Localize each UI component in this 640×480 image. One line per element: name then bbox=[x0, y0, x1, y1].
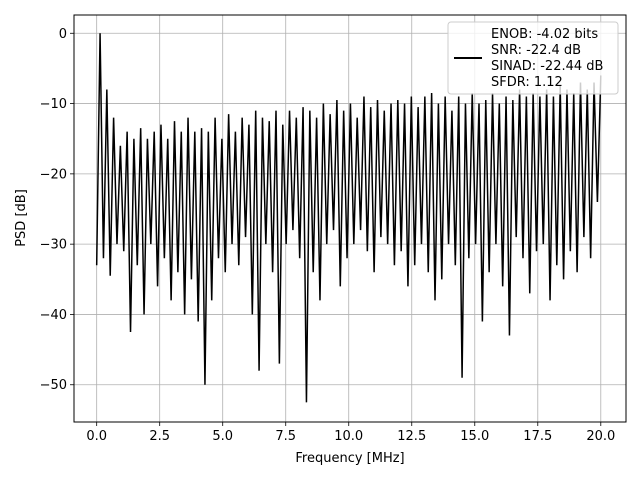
plot-area bbox=[95, 33, 602, 403]
y-tick-label: −20 bbox=[40, 167, 67, 182]
x-tick-label: 7.5 bbox=[275, 429, 296, 444]
x-tick-label: 10.0 bbox=[334, 429, 363, 444]
y-axis-label: PSD [dB] bbox=[14, 189, 29, 247]
x-tick-label: 5.0 bbox=[212, 429, 233, 444]
legend-box bbox=[447, 21, 619, 95]
x-tick-label: 15.0 bbox=[460, 429, 489, 444]
psd-series-line bbox=[95, 33, 602, 403]
y-tick-label: −30 bbox=[40, 238, 67, 253]
legend-label-line: SINAD: -22.44 dB bbox=[491, 59, 603, 74]
ticks: 0.0 2.5 5.0 7.5 10.0 12.5 15.0 17.5 20.0 0 −10 −20 −… bbox=[40, 27, 616, 444]
x-tick-label: 12.5 bbox=[397, 429, 426, 444]
legend-label-line: ENOB: -4.02 bits bbox=[491, 27, 598, 42]
x-axis-label: Frequency [MHz] bbox=[295, 451, 404, 466]
legend-label-line: SFDR: 1.12 bbox=[491, 75, 563, 90]
y-tick-label: −10 bbox=[40, 97, 67, 112]
y-tick-label: −40 bbox=[40, 308, 67, 323]
x-tick-label: 0.0 bbox=[86, 429, 107, 444]
x-tick-label: 17.5 bbox=[523, 429, 552, 444]
legend-label: ENOB: -4.02 bits SNR: -22.4 dB SINAD: -22.… bbox=[491, 27, 603, 90]
axes-frame bbox=[73, 14, 627, 423]
legend: ENOB: -4.02 bits SNR: -22.4 dB SINAD: -22.… bbox=[447, 21, 619, 95]
y-tick-label: −50 bbox=[40, 378, 67, 393]
x-tick-label: 2.5 bbox=[149, 429, 170, 444]
y-tick-label: 0 bbox=[59, 27, 67, 42]
legend-label-line: SNR: -22.4 dB bbox=[491, 43, 581, 58]
x-tick-label: 20.0 bbox=[586, 429, 615, 444]
